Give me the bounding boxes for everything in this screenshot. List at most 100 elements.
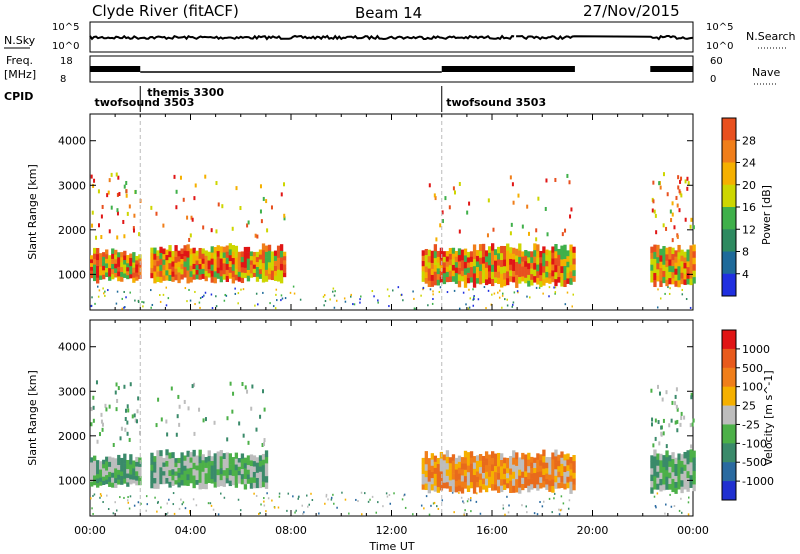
echo-cell xyxy=(120,457,124,463)
scatter-echo xyxy=(162,293,165,296)
upper-echo xyxy=(675,404,678,409)
echo-cell xyxy=(138,462,142,467)
scatter-echo xyxy=(189,509,191,512)
echo-cell xyxy=(539,268,543,276)
echo-cell xyxy=(650,252,654,259)
echo-cell xyxy=(183,250,187,257)
scatter-echo xyxy=(559,509,562,512)
cpid-label: CPID xyxy=(4,90,33,103)
echo-cell xyxy=(183,271,187,278)
scatter-echo xyxy=(267,497,270,500)
echo-cell xyxy=(527,485,531,493)
echo-cell xyxy=(168,481,172,488)
upper-echo xyxy=(668,423,671,428)
colorbar-swatch xyxy=(722,140,736,163)
echo-cell xyxy=(484,458,489,466)
echo-cell xyxy=(267,256,272,263)
upper-echo xyxy=(116,398,119,403)
echo-cell xyxy=(105,258,109,264)
scatter-echo xyxy=(129,495,132,498)
echo-cell xyxy=(665,273,669,280)
echo-cell xyxy=(111,477,115,483)
echo-cell xyxy=(490,477,495,485)
echo-cell xyxy=(518,270,522,277)
nsearch-tick-bottom: 10^0 xyxy=(706,41,733,52)
scatter-echo xyxy=(276,299,278,302)
echo-cell xyxy=(201,465,205,472)
echo-cell xyxy=(96,259,100,266)
echo-cell xyxy=(204,483,208,490)
scatter-echo xyxy=(262,291,264,294)
scatter-echo xyxy=(323,294,326,297)
echo-cell xyxy=(433,461,438,468)
upper-echo xyxy=(689,423,692,428)
upper-echo xyxy=(112,442,115,447)
echo-cell xyxy=(102,463,106,469)
echo-cell xyxy=(216,267,220,274)
scatter-echo xyxy=(475,500,478,503)
echo-cell xyxy=(189,462,193,468)
upper-echo xyxy=(166,432,169,437)
echo-cell xyxy=(195,465,199,471)
echo-cell xyxy=(201,459,205,467)
echo-cell xyxy=(126,259,130,264)
echo-cell xyxy=(201,258,205,264)
echo-cell xyxy=(159,264,163,271)
echo-cell xyxy=(421,468,425,474)
echo-cell xyxy=(421,250,425,256)
upper-echo xyxy=(654,436,657,441)
echo-cell xyxy=(99,461,103,466)
scatter-echo xyxy=(107,508,110,511)
scatter-echo xyxy=(194,303,196,306)
echo-cell xyxy=(463,261,468,269)
echo-cell xyxy=(255,256,260,263)
echo-cell xyxy=(506,467,510,474)
echo-cell xyxy=(503,484,507,490)
scatter-echo xyxy=(504,298,506,301)
echo-cell xyxy=(671,247,675,255)
echo-cell xyxy=(521,477,525,484)
upper-echo xyxy=(658,391,661,396)
echo-cell xyxy=(469,457,474,464)
echo-cell xyxy=(490,278,495,287)
echo-cell xyxy=(135,461,139,467)
colorbar-swatch xyxy=(722,207,736,230)
echo-cell xyxy=(677,453,681,460)
echo-cell xyxy=(430,459,435,466)
upper-echo xyxy=(137,396,140,401)
echo-cell xyxy=(512,247,516,254)
echo-cell xyxy=(207,268,211,274)
scatter-echo xyxy=(422,287,425,290)
upper-echo xyxy=(452,186,455,191)
echo-cell xyxy=(183,266,187,273)
echo-cell xyxy=(234,458,239,465)
echo-cell xyxy=(530,483,534,490)
echo-cell xyxy=(93,275,97,282)
echo-cell xyxy=(207,272,211,278)
echo-cell xyxy=(156,255,160,262)
echo-cell xyxy=(472,265,477,274)
colorbar-swatch xyxy=(722,229,736,252)
upper-echo xyxy=(108,229,111,234)
echo-cell xyxy=(96,271,100,278)
echo-cell xyxy=(490,457,495,465)
scatter-echo xyxy=(439,286,442,289)
upper-echo xyxy=(512,200,515,205)
echo-cell xyxy=(512,471,516,479)
upper-echo xyxy=(544,206,547,211)
upper-echo xyxy=(129,382,132,387)
echo-cell xyxy=(475,277,480,284)
echo-cell xyxy=(219,473,223,481)
echo-cell xyxy=(93,470,97,476)
echo-cell xyxy=(171,468,175,475)
echo-cell xyxy=(267,250,272,257)
echo-cell xyxy=(533,462,537,468)
echo-cell xyxy=(135,480,139,486)
echo-cell xyxy=(433,278,438,286)
echo-cell xyxy=(512,276,516,283)
upper-echo xyxy=(238,421,241,426)
echo-cell xyxy=(261,475,266,482)
upper-echo xyxy=(108,178,111,183)
echo-cell xyxy=(478,270,483,278)
echo-cell xyxy=(448,457,453,464)
